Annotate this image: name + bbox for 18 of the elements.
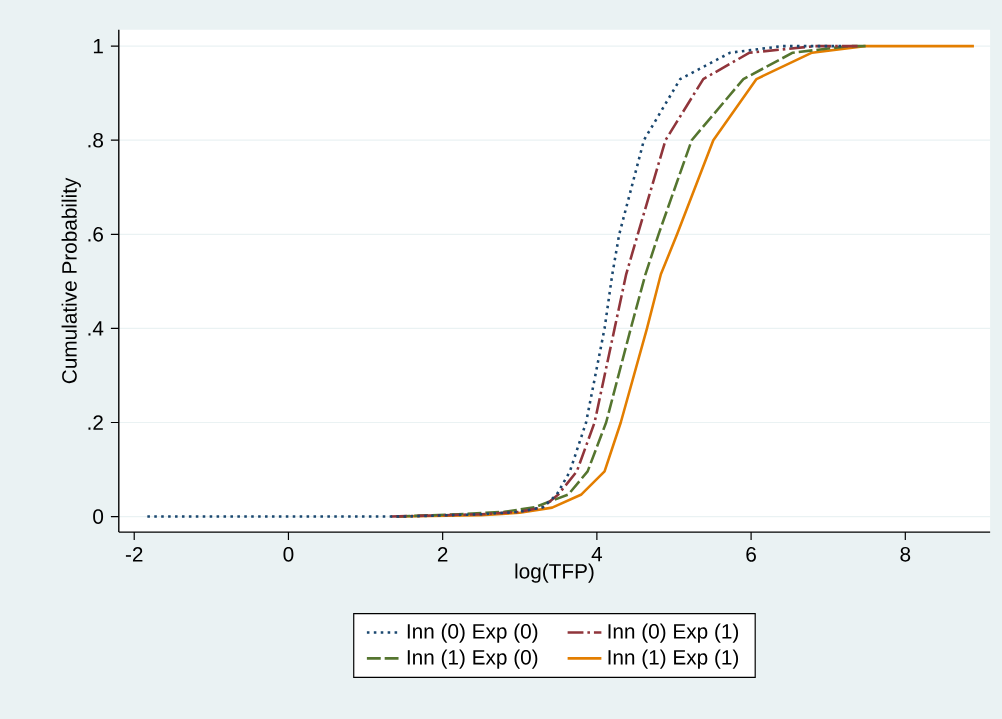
x-tick-label: 6: [746, 547, 756, 562]
legend-label: Inn (1) Exp (1): [608, 649, 739, 669]
x-tick-label: 0: [283, 547, 294, 562]
y-tick-label: .6: [88, 226, 103, 242]
y-tick-label: 0: [93, 509, 104, 524]
legend-label: Inn (0) Exp (1): [608, 623, 739, 643]
x-tick-label: 4: [591, 547, 603, 562]
y-tick-label: .2: [88, 415, 103, 430]
y-axis-title: Cumulative Probability: [61, 177, 81, 384]
x-axis-title: log(TFP): [515, 563, 594, 583]
y-tick-label: 1: [93, 39, 103, 54]
x-tick-label: 2: [437, 547, 448, 562]
legend-label: Inn (1) Exp (0): [407, 649, 538, 669]
x-tick-label: -2: [125, 547, 143, 562]
x-tick-label: 8: [900, 547, 911, 562]
y-tick-label: .4: [88, 321, 104, 336]
legend-label: Inn (0) Exp (0): [407, 623, 538, 643]
y-tick-label: .8: [88, 132, 103, 148]
